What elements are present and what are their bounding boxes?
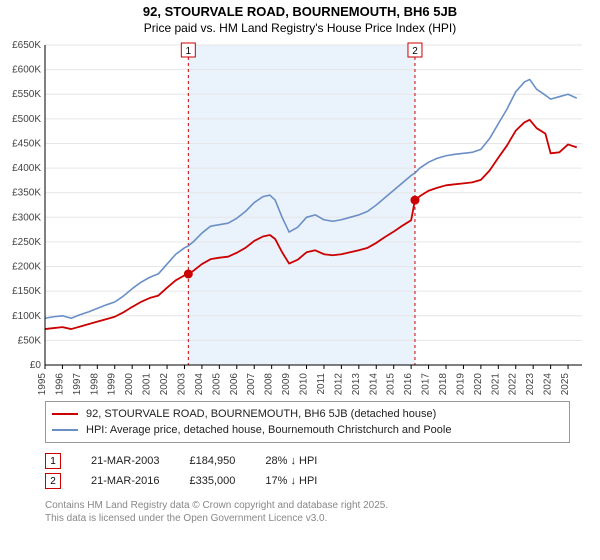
legend-label: HPI: Average price, detached house, Bour… [86,424,451,436]
svg-text:£100K: £100K [12,311,41,322]
svg-text:£50K: £50K [18,335,42,346]
svg-text:2022: 2022 [508,373,519,395]
footer-line: Contains HM Land Registry data © Crown c… [45,499,570,512]
svg-text:1997: 1997 [72,373,83,395]
svg-text:£150K: £150K [12,286,41,297]
title-subtitle: Price paid vs. HM Land Registry's House … [0,21,600,35]
svg-text:£650K: £650K [12,40,41,51]
svg-text:1995: 1995 [37,373,48,395]
svg-text:£500K: £500K [12,114,41,125]
svg-text:2002: 2002 [159,373,170,395]
svg-text:2023: 2023 [525,373,536,395]
attribution-footer: Contains HM Land Registry data © Crown c… [45,499,570,525]
title-block: 92, STOURVALE ROAD, BOURNEMOUTH, BH6 5JB… [0,0,600,35]
svg-text:2004: 2004 [194,373,205,395]
svg-text:2007: 2007 [246,373,257,395]
svg-text:£600K: £600K [12,65,41,76]
chart-page: 92, STOURVALE ROAD, BOURNEMOUTH, BH6 5JB… [0,0,600,560]
svg-text:2021: 2021 [490,373,501,395]
svg-text:£250K: £250K [12,237,41,248]
svg-text:1: 1 [186,46,192,57]
event-table: 1 21-MAR-2003 £184,950 28% ↓ HPI 2 21-MA… [45,451,570,491]
svg-text:2000: 2000 [124,373,135,395]
event-row: 2 21-MAR-2016 £335,000 17% ↓ HPI [45,471,570,491]
svg-text:2006: 2006 [229,373,240,395]
svg-text:2016: 2016 [403,373,414,395]
event-delta: 28% ↓ HPI [265,455,317,467]
title-address: 92, STOURVALE ROAD, BOURNEMOUTH, BH6 5JB [0,4,600,19]
legend: 92, STOURVALE ROAD, BOURNEMOUTH, BH6 5JB… [45,401,570,443]
svg-text:2013: 2013 [351,373,362,395]
svg-text:£550K: £550K [12,89,41,100]
svg-text:2001: 2001 [142,373,153,395]
event-price: £184,950 [189,455,235,467]
svg-text:2: 2 [412,46,418,57]
svg-text:2018: 2018 [438,373,449,395]
svg-text:1998: 1998 [89,373,100,395]
svg-text:£300K: £300K [12,212,41,223]
svg-text:2010: 2010 [299,373,310,395]
event-marker-num: 2 [45,473,61,489]
svg-text:2011: 2011 [316,373,327,395]
price-chart: £0 £50K £100K £150K £200K £250K £300K £350K £400… [0,35,600,395]
legend-label: 92, STOURVALE ROAD, BOURNEMOUTH, BH6 5JB… [86,408,436,420]
svg-text:£0: £0 [30,360,42,371]
event-delta: 17% ↓ HPI [265,475,317,487]
legend-item: 92, STOURVALE ROAD, BOURNEMOUTH, BH6 5JB… [52,406,563,422]
svg-text:2005: 2005 [211,373,222,395]
svg-text:2025: 2025 [560,373,571,395]
svg-text:2012: 2012 [333,373,344,395]
svg-text:2009: 2009 [281,373,292,395]
footer-line: This data is licensed under the Open Gov… [45,512,570,525]
legend-swatch [52,429,78,431]
svg-text:1996: 1996 [54,373,65,395]
svg-text:2008: 2008 [264,373,275,395]
svg-text:£450K: £450K [12,138,41,149]
event-row: 1 21-MAR-2003 £184,950 28% ↓ HPI [45,451,570,471]
svg-text:£350K: £350K [12,188,41,199]
svg-text:2019: 2019 [455,373,466,395]
svg-text:2024: 2024 [543,373,554,395]
svg-text:£400K: £400K [12,163,41,174]
event-date: 21-MAR-2003 [91,455,159,467]
legend-swatch [52,413,78,415]
svg-text:2014: 2014 [368,373,379,395]
svg-text:2003: 2003 [176,373,187,395]
svg-text:1999: 1999 [107,373,118,395]
event-date: 21-MAR-2016 [91,475,159,487]
legend-item: HPI: Average price, detached house, Bour… [52,422,563,438]
svg-text:2015: 2015 [386,373,397,395]
svg-text:2020: 2020 [473,373,484,395]
event-price: £335,000 [189,475,235,487]
event-marker-num: 1 [45,453,61,469]
svg-text:2017: 2017 [421,373,432,395]
svg-text:£200K: £200K [12,262,41,273]
